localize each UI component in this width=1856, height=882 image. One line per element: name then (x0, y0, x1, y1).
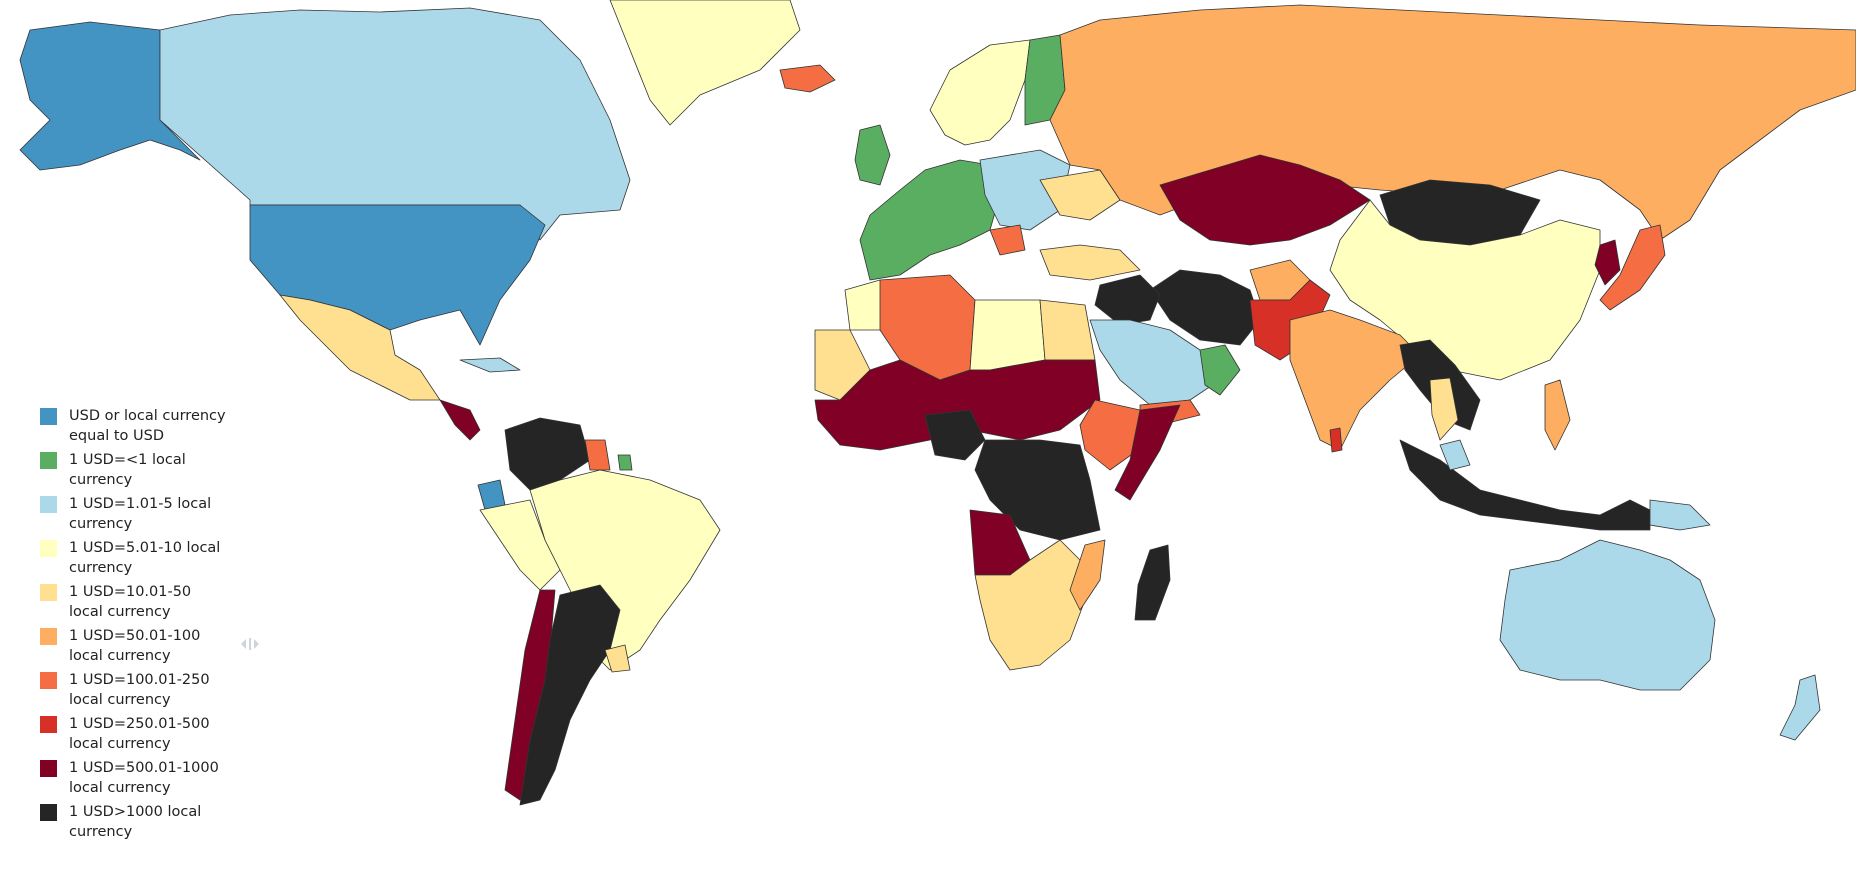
legend-item-100-250: 1 USD=100.01-250 local currency (40, 670, 240, 710)
legend-swatch (40, 540, 57, 557)
country-india[interactable] (1289, 309, 1421, 451)
legend-swatch (40, 452, 57, 469)
country-oman-uae[interactable] (1199, 344, 1241, 396)
legend-item-gt1000: 1 USD>1000 local currency (40, 802, 240, 842)
legend-item-250-500: 1 USD=250.01-500 local currency (40, 714, 240, 754)
country-australia[interactable] (1499, 539, 1716, 691)
legend-swatch (40, 628, 57, 645)
legend-label: 1 USD=250.01-500 local currency (69, 716, 210, 752)
country-iraq-syria[interactable] (1094, 274, 1161, 326)
country-venezuela-colombia[interactable] (504, 417, 591, 491)
legend-item-usd: USD or local currency equal to USD (40, 406, 240, 446)
country-russia[interactable] (1049, 4, 1856, 241)
drag-handle-icon[interactable] (240, 636, 260, 652)
country-somalia[interactable] (1114, 404, 1181, 501)
country-kazakhstan[interactable] (1159, 154, 1371, 246)
country-southern-africa[interactable] (974, 539, 1086, 671)
country-canada[interactable] (159, 7, 631, 241)
country-indonesia[interactable] (1399, 439, 1651, 531)
country-madagascar[interactable] (1134, 544, 1171, 621)
country-ukraine[interactable] (1039, 169, 1121, 221)
legend-label: 1 USD=1.01-5 local currency (69, 496, 212, 532)
country-turkey[interactable] (1039, 244, 1141, 281)
country-brazil[interactable] (529, 469, 721, 671)
country-china[interactable] (1329, 199, 1601, 381)
legend: USD or local currency equal to USD 1 USD… (40, 406, 240, 846)
country-iceland[interactable] (779, 64, 836, 93)
legend-label: USD or local currency equal to USD (69, 408, 226, 444)
country-philippines[interactable] (1544, 379, 1571, 451)
country-balkans[interactable] (989, 224, 1026, 256)
country-sri-lanka[interactable] (1329, 427, 1343, 453)
country-mozambique[interactable] (1069, 539, 1106, 611)
country-eastern-europe[interactable] (979, 149, 1071, 231)
legend-item-5-10: 1 USD=5.01-10 local currency (40, 538, 240, 578)
legend-label: 1 USD=100.01-250 local currency (69, 672, 210, 708)
country-guyana[interactable] (584, 439, 611, 471)
legend-item-500-1000: 1 USD=500.01-1000 local currency (40, 758, 240, 798)
country-north-korea[interactable] (1594, 239, 1621, 286)
country-usa[interactable] (249, 204, 546, 346)
legend-swatch (40, 672, 57, 689)
legend-label: 1 USD=5.01-10 local currency (69, 540, 221, 576)
country-suriname[interactable] (617, 454, 633, 471)
country-greenland[interactable] (609, 0, 801, 126)
legend-swatch (40, 804, 57, 821)
legend-swatch (40, 760, 57, 777)
country-central-america[interactable] (439, 399, 481, 441)
country-argentina[interactable] (519, 584, 621, 806)
country-uk[interactable] (854, 124, 891, 186)
legend-swatch (40, 716, 57, 733)
legend-label: 1 USD=10.01-50 local currency (69, 584, 192, 620)
country-scandinavia[interactable] (929, 39, 1031, 146)
country-japan[interactable] (1599, 224, 1666, 311)
legend-swatch (40, 496, 57, 513)
legend-label: 1 USD=<1 local currency (69, 452, 186, 488)
legend-item-lt1: 1 USD=<1 local currency (40, 450, 240, 490)
country-nigeria[interactable] (924, 409, 986, 461)
legend-swatch (40, 584, 57, 601)
country-new-zealand[interactable] (1779, 674, 1821, 741)
legend-label: 1 USD>1000 local currency (69, 804, 202, 840)
legend-item-50-100: 1 USD=50.01-100 local currency (40, 626, 240, 666)
country-papua-new-guinea[interactable] (1649, 499, 1711, 531)
country-malaysia[interactable] (1439, 439, 1471, 471)
country-egypt[interactable] (1039, 299, 1096, 361)
country-uruguay[interactable] (604, 644, 631, 673)
legend-label: 1 USD=50.01-100 local currency (69, 628, 201, 664)
country-libya[interactable] (969, 299, 1046, 371)
legend-item-1-5: 1 USD=1.01-5 local currency (40, 494, 240, 534)
legend-item-10-50: 1 USD=10.01-50 local currency (40, 582, 240, 622)
country-thailand[interactable] (1429, 377, 1459, 441)
legend-swatch (40, 408, 57, 425)
country-saudi-arabia[interactable] (1089, 319, 1221, 406)
country-sahel[interactable] (814, 359, 1101, 451)
legend-label: 1 USD=500.01-1000 local currency (69, 760, 219, 796)
country-cuba[interactable] (459, 357, 521, 373)
